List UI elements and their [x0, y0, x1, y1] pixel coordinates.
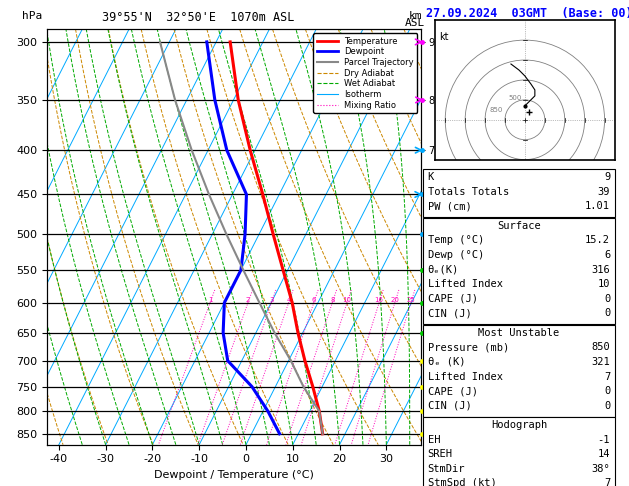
Text: 7: 7	[604, 371, 610, 382]
Text: StmSpd (kt): StmSpd (kt)	[428, 478, 496, 486]
Text: Most Unstable: Most Unstable	[478, 328, 560, 338]
Text: 10: 10	[343, 297, 352, 303]
Text: Lifted Index: Lifted Index	[428, 279, 503, 289]
Y-axis label: Mixing Ratio (g/kg): Mixing Ratio (g/kg)	[448, 191, 459, 283]
Text: 10: 10	[598, 279, 610, 289]
Text: Totals Totals: Totals Totals	[428, 187, 509, 197]
Text: 0: 0	[604, 309, 610, 318]
Text: © weatheronline.co.uk: © weatheronline.co.uk	[460, 471, 574, 480]
Text: 38°: 38°	[591, 464, 610, 474]
Legend: Temperature, Dewpoint, Parcel Trajectory, Dry Adiabat, Wet Adiabat, Isotherm, Mi: Temperature, Dewpoint, Parcel Trajectory…	[313, 34, 417, 113]
Text: -1: -1	[598, 434, 610, 445]
Text: 27.09.2024  03GMT  (Base: 00): 27.09.2024 03GMT (Base: 00)	[426, 7, 629, 20]
Text: 1.01: 1.01	[585, 201, 610, 211]
Text: θₑ(K): θₑ(K)	[428, 264, 459, 275]
Text: 15.2: 15.2	[585, 235, 610, 245]
Text: 1: 1	[208, 297, 213, 303]
Text: Surface: Surface	[497, 221, 541, 231]
Text: 14: 14	[598, 449, 610, 459]
Text: K: K	[428, 172, 434, 182]
Text: km: km	[408, 11, 422, 21]
Text: 9: 9	[604, 172, 610, 182]
Text: 850: 850	[591, 342, 610, 352]
Text: Pressure (mb): Pressure (mb)	[428, 342, 509, 352]
Text: 8: 8	[330, 297, 335, 303]
Text: 6: 6	[311, 297, 316, 303]
Text: kt: kt	[439, 32, 448, 42]
Text: CIN (J): CIN (J)	[428, 400, 472, 411]
Text: Lifted Index: Lifted Index	[428, 371, 503, 382]
Text: ASL: ASL	[405, 18, 425, 28]
Text: 39: 39	[598, 187, 610, 197]
Text: 0: 0	[604, 294, 610, 304]
Text: 4: 4	[286, 297, 291, 303]
Text: 2: 2	[246, 297, 250, 303]
Text: 0: 0	[604, 386, 610, 396]
Text: 16: 16	[375, 297, 384, 303]
Text: Dewp (°C): Dewp (°C)	[428, 250, 484, 260]
Text: SREH: SREH	[428, 449, 453, 459]
Text: 850: 850	[489, 107, 503, 113]
Text: EH: EH	[428, 434, 440, 445]
Text: 316: 316	[591, 264, 610, 275]
Text: PW (cm): PW (cm)	[428, 201, 472, 211]
Text: 39°55'N  32°50'E  1070m ASL: 39°55'N 32°50'E 1070m ASL	[102, 11, 294, 24]
Text: 321: 321	[591, 357, 610, 367]
Text: CAPE (J): CAPE (J)	[428, 386, 477, 396]
Text: CAPE (J): CAPE (J)	[428, 294, 477, 304]
Text: 20: 20	[391, 297, 399, 303]
Text: StmDir: StmDir	[428, 464, 465, 474]
Text: Hodograph: Hodograph	[491, 420, 547, 430]
Text: 25: 25	[406, 297, 415, 303]
Text: LCL: LCL	[423, 402, 438, 411]
Text: 3: 3	[269, 297, 274, 303]
Text: 6: 6	[604, 250, 610, 260]
Text: Temp (°C): Temp (°C)	[428, 235, 484, 245]
Text: CIN (J): CIN (J)	[428, 309, 472, 318]
Text: θₑ (K): θₑ (K)	[428, 357, 465, 367]
Text: hPa: hPa	[22, 11, 42, 21]
Text: 500: 500	[509, 95, 522, 101]
Text: 7: 7	[604, 478, 610, 486]
Text: 0: 0	[604, 400, 610, 411]
X-axis label: Dewpoint / Temperature (°C): Dewpoint / Temperature (°C)	[154, 470, 314, 480]
